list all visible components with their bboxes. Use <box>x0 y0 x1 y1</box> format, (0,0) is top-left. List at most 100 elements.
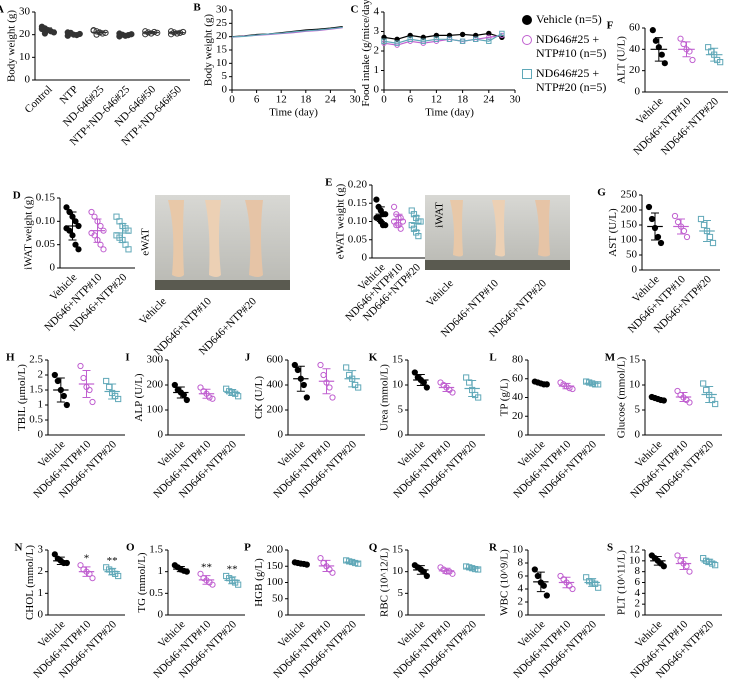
line <box>231 26 343 38</box>
y-tick-label: 10 <box>392 379 404 391</box>
y-tick-label: 1 <box>158 565 164 577</box>
point <box>648 215 656 223</box>
error-bar <box>348 560 357 564</box>
y-tick-label: 50 <box>626 249 638 261</box>
point <box>326 384 333 391</box>
y-axis-label: eWAT weight (g) <box>334 183 346 259</box>
y-tick-label: 0 <box>374 84 380 96</box>
y-tick-label: 2 <box>38 369 44 381</box>
point <box>706 233 714 241</box>
y-tick-label: 4 <box>374 6 380 18</box>
point <box>654 233 662 241</box>
y-tick-label: 60 <box>512 372 524 384</box>
error-bar <box>588 578 597 587</box>
point <box>183 568 190 575</box>
y-tick-label: 0.20 <box>348 179 368 191</box>
point <box>595 584 602 591</box>
point <box>674 552 681 559</box>
y-axis-label: CK (U/L) <box>253 376 265 419</box>
y-axis-label: TBIL (μmol/L) <box>16 364 28 431</box>
y-tick-label: 20 <box>216 30 228 42</box>
error-bar <box>416 565 425 575</box>
point <box>197 384 204 391</box>
point <box>41 30 49 37</box>
point <box>381 38 387 44</box>
point <box>557 572 564 580</box>
legend-label: Vehicle (n=5) <box>536 12 602 26</box>
y-tick-label: 200 <box>621 204 638 216</box>
point <box>689 56 696 64</box>
point <box>303 561 310 568</box>
legend-swatch <box>522 35 532 45</box>
point <box>433 36 440 42</box>
y-axis-label: Food intake (g/mice/day) <box>360 0 372 107</box>
x-tick-label: 12 <box>276 94 287 106</box>
point <box>407 36 413 42</box>
y-tick-label: 5 <box>222 70 228 82</box>
y-tick-label: 200 <box>267 544 284 556</box>
error-bar <box>296 562 305 566</box>
point <box>77 362 84 370</box>
y-axis-label: Glucose (mmol/L) <box>616 356 628 438</box>
point <box>320 559 327 567</box>
point <box>473 32 479 39</box>
y-axis-label: ALT (U/L) <box>616 36 628 84</box>
point <box>459 31 466 38</box>
legend-swatch <box>522 15 532 25</box>
point <box>382 222 389 229</box>
panel-label: M <box>605 352 616 364</box>
point <box>697 215 705 223</box>
error-bar <box>228 389 237 396</box>
error-bar <box>108 567 117 576</box>
point <box>77 562 84 569</box>
point <box>320 371 327 379</box>
y-axis-label: RBC (10^12/L) <box>379 548 391 617</box>
error-bar <box>682 41 691 58</box>
error-bar <box>82 370 91 398</box>
error-bar <box>536 571 545 593</box>
y-tick-label: 20 <box>19 28 31 40</box>
x-tick-label: 30 <box>350 94 362 106</box>
y-tick-label: 0.05 <box>348 233 368 245</box>
y-axis-label: AST (U/L) <box>607 208 619 257</box>
error-bar <box>468 566 477 570</box>
y-tick-label: 0.15 <box>36 192 56 204</box>
panel-label: S <box>607 542 613 554</box>
point <box>543 592 550 599</box>
point <box>89 575 96 582</box>
error-bar <box>296 365 305 392</box>
error-bar <box>202 575 211 585</box>
x-tick-label: 0 <box>229 94 235 106</box>
point <box>543 381 550 388</box>
error-bar <box>416 374 425 386</box>
point <box>355 384 362 391</box>
error-bar <box>562 576 571 589</box>
y-tick-label: 20 <box>629 64 641 76</box>
y-axis-label: CHOL (mmol/L) <box>24 545 36 620</box>
point <box>103 377 110 385</box>
point <box>51 551 58 558</box>
y-tick-label: 1 <box>38 587 44 599</box>
point <box>420 379 427 386</box>
y-axis-label: ALP (U/L) <box>133 373 145 422</box>
error-bar <box>705 386 714 403</box>
y-tick-label: 0 <box>635 609 641 621</box>
panel-label: C <box>351 4 359 16</box>
y-tick-label: 40 <box>512 391 524 403</box>
point <box>343 364 350 371</box>
error-bar <box>82 566 91 577</box>
error-bar <box>93 218 102 243</box>
panel-label: R <box>489 542 498 554</box>
y-tick-label: 150 <box>267 560 284 572</box>
point <box>75 246 82 253</box>
x-tick-label: 6 <box>254 94 260 106</box>
error-bar <box>322 559 331 572</box>
y-tick-label: 1.5 <box>29 384 43 396</box>
legend: Vehicle (n=5) ND646#25 + NTP#10 (n=5) ND64… <box>522 12 634 100</box>
point <box>712 562 719 569</box>
point <box>317 361 324 369</box>
point <box>475 394 482 401</box>
error-bar <box>468 380 477 397</box>
point <box>459 38 466 44</box>
